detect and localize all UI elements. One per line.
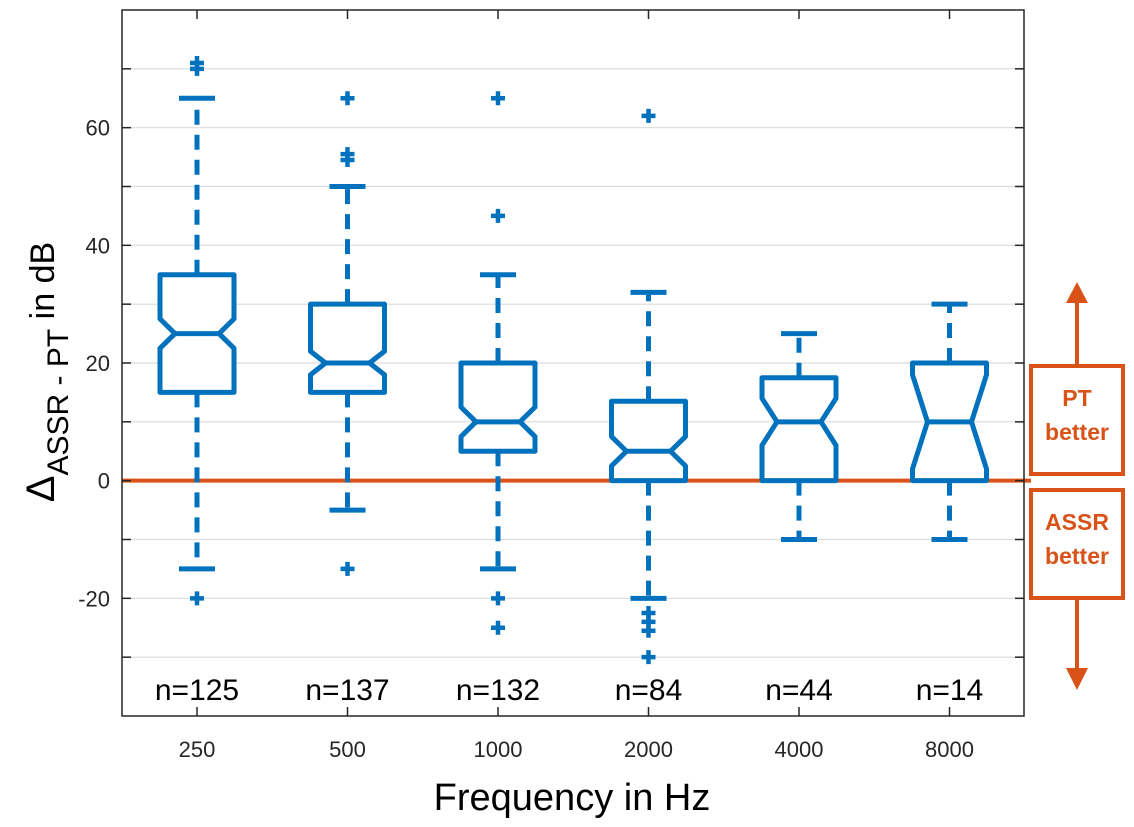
pt-better-line-1: PT (1062, 385, 1091, 411)
outlier-marker (641, 623, 656, 638)
x-tick-label: 500 (329, 737, 366, 762)
y-tick-label: 60 (86, 116, 110, 141)
x-tick-label: 1000 (474, 737, 523, 762)
y-tick-label: 40 (86, 233, 110, 258)
x-axis-label: Frequency in Hz (434, 777, 711, 819)
assr-better-annotation: ASSR better (1029, 488, 1125, 690)
y-axis-label-subscript: ASSR - PT (42, 329, 75, 476)
outlier-marker (491, 208, 505, 223)
n-label: n=137 (305, 674, 389, 707)
pt-better-box (1029, 364, 1125, 476)
outlier-marker (491, 620, 505, 635)
y-axis-label-suffix: in dB (24, 242, 62, 329)
x-tick-label: 250 (179, 737, 216, 762)
n-label: n=125 (155, 674, 239, 707)
box-layer (157, 55, 989, 665)
box-8000 (910, 301, 989, 542)
box-2000 (609, 108, 688, 665)
outlier-marker (491, 91, 505, 106)
pt-better-annotation: PT better (1029, 282, 1125, 476)
notched-box (759, 375, 839, 484)
y-tick-label: 20 (86, 351, 110, 376)
outlier-marker (491, 591, 505, 606)
n-label: n=84 (615, 674, 683, 707)
x-tick-labels: 250 500 1000 2000 4000 8000 (179, 737, 974, 762)
y-axis-label: ΔASSR - PT in dB (19, 242, 75, 502)
box-4000 (759, 331, 839, 542)
box-250 (157, 55, 237, 606)
notched-box (609, 398, 688, 484)
n-label: n=14 (916, 674, 984, 707)
outlier-marker (190, 55, 204, 70)
box-1000 (458, 91, 538, 635)
outlier-marker (190, 591, 204, 606)
grid-lines (122, 68, 1024, 658)
y-tick-labels: -20 0 20 40 60 (78, 116, 110, 612)
notched-box (458, 360, 538, 454)
n-label: n=132 (456, 674, 540, 707)
y-tick-label: -20 (78, 586, 110, 611)
notched-box (308, 301, 387, 395)
down-arrow-head (1066, 668, 1088, 690)
assr-better-line-1: ASSR (1045, 509, 1109, 535)
pt-better-line-2: better (1045, 419, 1109, 445)
n-labels: n=125 n=137 n=132 n=84 n=44 n=14 (155, 674, 983, 707)
outlier-marker (641, 108, 656, 123)
assr-better-box (1029, 488, 1125, 600)
x-tick-label: 2000 (624, 737, 673, 762)
x-tick-label: 8000 (925, 737, 974, 762)
axes-frame (121, 9, 1025, 717)
up-arrow-head (1066, 282, 1088, 303)
outlier-marker (641, 650, 656, 665)
box-500 (308, 91, 387, 576)
x-tick-label: 4000 (775, 737, 824, 762)
outlier-marker (340, 561, 355, 576)
n-label: n=44 (765, 674, 833, 707)
y-tick-label: 0 (98, 469, 110, 494)
assr-better-line-2: better (1045, 543, 1109, 569)
y-axis-label-symbol: Δ (19, 475, 63, 502)
outlier-marker (340, 91, 355, 106)
outlier-marker (340, 147, 355, 162)
